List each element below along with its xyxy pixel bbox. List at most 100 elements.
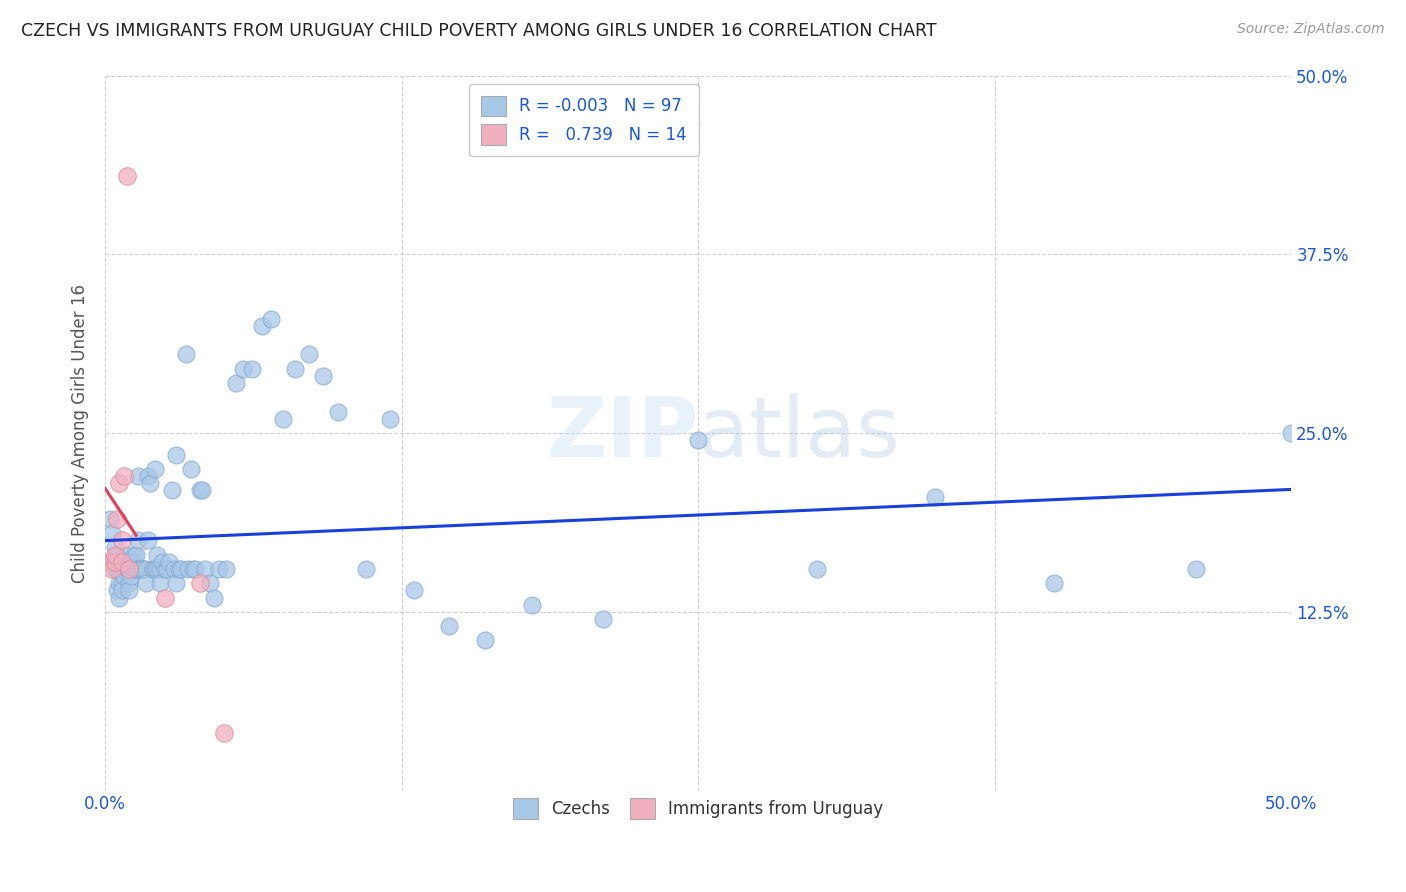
Point	[250, 318, 273, 333]
Point	[122, 548, 145, 562]
Point	[177, 562, 200, 576]
Point	[111, 576, 134, 591]
Point	[98, 555, 121, 569]
Point	[105, 548, 128, 562]
Point	[108, 562, 131, 576]
Point	[142, 562, 165, 576]
Text: ZIP: ZIP	[546, 392, 699, 474]
Point	[136, 469, 159, 483]
Point	[260, 311, 283, 326]
Point	[153, 591, 176, 605]
Point	[129, 562, 152, 576]
Point	[111, 583, 134, 598]
Point	[198, 576, 221, 591]
Point	[174, 347, 197, 361]
Point	[120, 562, 142, 576]
Point	[132, 562, 155, 576]
Point	[118, 562, 141, 576]
Point	[118, 576, 141, 591]
Point	[104, 555, 127, 569]
Point	[120, 569, 142, 583]
Point	[1185, 562, 1208, 576]
Point	[111, 555, 134, 569]
Point	[225, 376, 247, 390]
Point	[104, 562, 127, 576]
Point	[150, 555, 173, 569]
Text: CZECH VS IMMIGRANTS FROM URUGUAY CHILD POVERTY AMONG GIRLS UNDER 16 CORRELATION : CZECH VS IMMIGRANTS FROM URUGUAY CHILD P…	[21, 22, 936, 40]
Point	[108, 576, 131, 591]
Point	[146, 562, 169, 576]
Point	[284, 361, 307, 376]
Point	[108, 591, 131, 605]
Point	[112, 469, 135, 483]
Point	[118, 562, 141, 576]
Point	[135, 576, 157, 591]
Point	[105, 512, 128, 526]
Point	[104, 541, 127, 555]
Point	[354, 562, 377, 576]
Text: Source: ZipAtlas.com: Source: ZipAtlas.com	[1237, 22, 1385, 37]
Point	[129, 562, 152, 576]
Point	[163, 562, 186, 576]
Point	[146, 548, 169, 562]
Point	[232, 361, 254, 376]
Point	[143, 462, 166, 476]
Point	[101, 562, 124, 576]
Point	[240, 361, 263, 376]
Point	[156, 562, 179, 576]
Point	[181, 562, 204, 576]
Point	[194, 562, 217, 576]
Point	[167, 562, 190, 576]
Point	[215, 562, 238, 576]
Point	[180, 462, 202, 476]
Point	[522, 598, 544, 612]
Point	[474, 633, 496, 648]
Point	[125, 548, 148, 562]
Point	[111, 555, 134, 569]
Point	[437, 619, 460, 633]
Legend: Czechs, Immigrants from Uruguay: Czechs, Immigrants from Uruguay	[506, 791, 890, 825]
Point	[165, 448, 187, 462]
Point	[125, 562, 148, 576]
Point	[112, 569, 135, 583]
Point	[165, 576, 187, 591]
Point	[170, 562, 193, 576]
Text: atlas: atlas	[699, 392, 900, 474]
Point	[208, 562, 231, 576]
Point	[1043, 576, 1066, 591]
Point	[127, 562, 149, 576]
Point	[212, 726, 235, 740]
Point	[132, 562, 155, 576]
Point	[924, 491, 946, 505]
Point	[188, 483, 211, 498]
Point	[688, 434, 710, 448]
Point	[125, 562, 148, 576]
Point	[98, 512, 121, 526]
Point	[139, 476, 162, 491]
Point	[115, 169, 138, 183]
Point	[118, 555, 141, 569]
Point	[202, 591, 225, 605]
Point	[153, 562, 176, 576]
Point	[104, 548, 127, 562]
Point	[118, 583, 141, 598]
Point	[122, 555, 145, 569]
Point	[149, 562, 172, 576]
Point	[122, 562, 145, 576]
Point	[127, 469, 149, 483]
Point	[142, 562, 165, 576]
Point	[157, 555, 180, 569]
Point	[105, 583, 128, 598]
Point	[127, 533, 149, 548]
Point	[101, 555, 124, 569]
Point	[312, 368, 335, 383]
Point	[160, 483, 183, 498]
Point	[136, 533, 159, 548]
Point	[143, 562, 166, 576]
Y-axis label: Child Poverty Among Girls Under 16: Child Poverty Among Girls Under 16	[72, 284, 89, 582]
Point	[111, 562, 134, 576]
Point	[1279, 425, 1302, 440]
Point	[326, 404, 349, 418]
Point	[135, 562, 157, 576]
Point	[112, 562, 135, 576]
